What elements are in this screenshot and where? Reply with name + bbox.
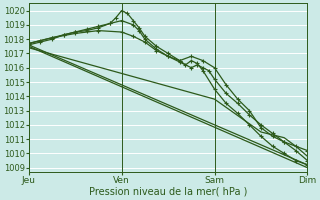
X-axis label: Pression niveau de la mer( hPa ): Pression niveau de la mer( hPa ) xyxy=(89,187,247,197)
